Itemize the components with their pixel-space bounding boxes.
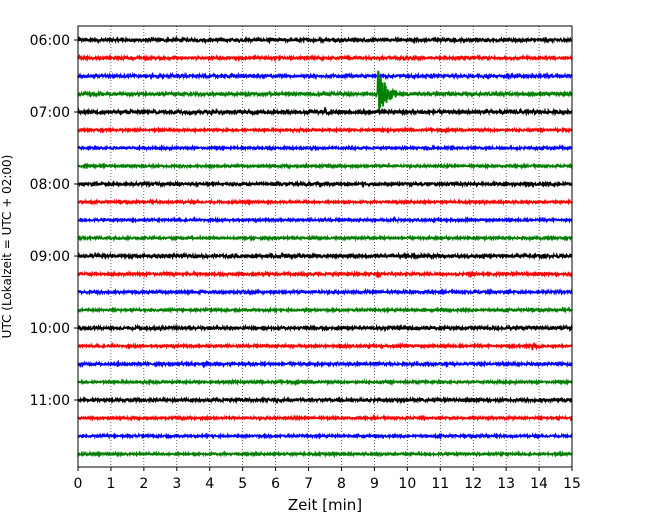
y-tick-label: 09:00 xyxy=(30,249,70,265)
x-axis-ticks: 0 1 2 3 4 5 6 7 8 9 10 11 12 13 14 15 xyxy=(74,467,581,492)
y-tick-label: 08:00 xyxy=(30,177,70,193)
trace-0830 xyxy=(77,215,573,225)
trace-0945 xyxy=(77,306,573,315)
y-tick-label: 07:00 xyxy=(30,105,70,121)
trace-1130 xyxy=(77,431,573,440)
y-axis-label: UTC (Lokalzeit = UTC + 02:00) xyxy=(0,155,14,339)
trace-0815 xyxy=(77,198,573,207)
x-tick-label: 5 xyxy=(238,476,247,492)
x-tick-label: 2 xyxy=(139,476,148,492)
y-tick-label: 06:00 xyxy=(30,33,70,49)
trace-1145 xyxy=(77,450,573,459)
trace-1015 xyxy=(77,341,573,351)
x-tick-label: 14 xyxy=(530,476,548,492)
trace-0715 xyxy=(77,126,573,135)
seismic-traces xyxy=(77,35,573,459)
trace-0900 xyxy=(77,251,573,261)
trace-0745 xyxy=(77,161,573,171)
x-tick-label: 15 xyxy=(563,476,581,492)
x-tick-label: 4 xyxy=(205,476,214,492)
x-axis-label: Zeit [min] xyxy=(288,496,362,514)
x-tick-label: 0 xyxy=(74,476,83,492)
trace-0700 xyxy=(77,107,573,117)
x-tick-label: 9 xyxy=(370,476,379,492)
trace-0730 xyxy=(77,143,573,153)
trace-1045 xyxy=(77,377,573,387)
trace-1115 xyxy=(77,414,573,423)
trace-1030 xyxy=(77,359,573,369)
x-tick-label: 3 xyxy=(172,476,181,492)
x-tick-label: 13 xyxy=(497,476,515,492)
plot-frame xyxy=(77,25,573,468)
x-tick-label: 12 xyxy=(464,476,482,492)
trace-0845 xyxy=(77,234,573,243)
trace-0915 xyxy=(77,269,573,279)
y-axis-ticks: 06:00 07:00 08:00 09:00 10:00 11:00 xyxy=(30,33,78,409)
x-tick-label: 11 xyxy=(431,476,449,492)
trace-0645 xyxy=(77,70,573,114)
x-tick-label: 8 xyxy=(337,476,346,492)
x-tick-label: 6 xyxy=(271,476,280,492)
x-tick-label: 7 xyxy=(304,476,313,492)
trace-0615 xyxy=(77,53,573,63)
x-tick-label: 10 xyxy=(398,476,416,492)
y-tick-label: 11:00 xyxy=(30,393,70,409)
trace-1100 xyxy=(77,395,573,405)
trace-0630 xyxy=(77,71,573,81)
y-tick-label: 10:00 xyxy=(30,321,70,337)
trace-0600 xyxy=(77,35,573,45)
trace-1000 xyxy=(77,323,573,333)
trace-0930 xyxy=(77,287,573,297)
trace-0800 xyxy=(77,179,573,189)
x-tick-label: 1 xyxy=(106,476,115,492)
